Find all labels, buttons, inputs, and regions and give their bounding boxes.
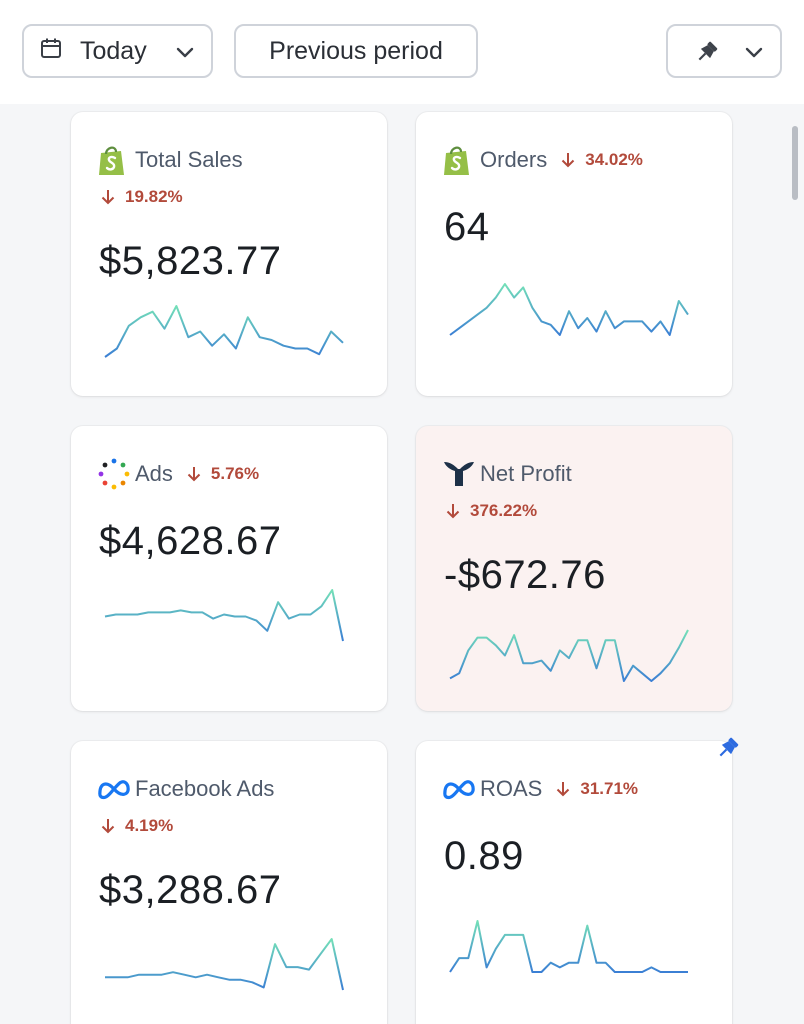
arrow-down-icon <box>557 782 570 797</box>
change-badge: 34.02% <box>561 150 643 170</box>
calendar-icon <box>40 37 62 66</box>
change-badge: 19.82% <box>101 187 183 207</box>
change-badge: 5.76% <box>187 464 259 484</box>
card-title-label: ROAS <box>480 776 543 801</box>
card-title-label: Net Profit <box>480 461 572 486</box>
sparkline-series <box>449 629 689 682</box>
metric-value: $4,628.67 <box>99 519 282 563</box>
sparkline <box>449 629 689 682</box>
card-title: ROAS 31.71% <box>442 772 638 806</box>
metric-card-orders[interactable]: Orders 34.02% 64 <box>416 112 732 396</box>
arrow-down-icon <box>446 504 460 519</box>
scrollbar-thumb[interactable] <box>792 126 798 200</box>
shopify-icon <box>442 143 476 177</box>
pinned-icon[interactable] <box>715 735 741 766</box>
sparkline-series <box>104 589 344 642</box>
change-value: 31.71% <box>580 779 639 798</box>
metric-card-roas[interactable]: ROAS 31.71% 0.89 <box>416 741 732 1024</box>
comparison-label: Previous period <box>269 36 443 65</box>
sparkline <box>105 938 344 991</box>
change-value: 4.19% <box>125 816 174 835</box>
sparkline <box>104 305 344 358</box>
sparkline-series <box>105 938 344 991</box>
sparkline <box>104 589 344 642</box>
change-value: 34.02% <box>585 150 643 169</box>
arrow-down-icon <box>101 819 115 834</box>
date-range-label: Today <box>80 36 147 65</box>
metric-value: 64 <box>444 205 490 249</box>
change-badge: 31.71% <box>556 779 638 799</box>
card-title-label: Orders <box>480 147 548 172</box>
card-title: Net Profit <box>442 457 572 491</box>
change-value: 376.22% <box>470 501 538 520</box>
shopify-icon <box>97 143 131 177</box>
metric-card-net-profit[interactable]: Net Profit 376.22% -$672.76 <box>416 426 732 711</box>
card-title-label: Total Sales <box>135 147 243 172</box>
toolbar: Today Previous period <box>0 0 804 104</box>
chevron-down-icon <box>744 41 764 70</box>
pin-filter-button[interactable] <box>666 24 782 78</box>
pin-icon <box>694 39 720 72</box>
chevron-down-icon <box>175 41 195 70</box>
card-title: Facebook Ads <box>97 772 274 806</box>
metric-value: 0.89 <box>444 834 524 878</box>
google-ads-icon <box>97 457 131 491</box>
arrow-down-icon <box>101 190 115 205</box>
meta-icon <box>97 772 131 806</box>
date-range-button[interactable]: Today <box>22 24 213 78</box>
card-title: Total Sales <box>97 143 243 177</box>
card-title-label: Facebook Ads <box>135 776 275 801</box>
change-value: 19.82% <box>125 187 183 206</box>
metric-value: $5,823.77 <box>99 239 282 283</box>
card-title: Ads 5.76% <box>97 457 259 491</box>
metric-value: $3,288.67 <box>99 868 282 912</box>
triple-whale-icon <box>442 457 476 491</box>
change-badge: 4.19% <box>101 816 173 836</box>
meta-icon <box>442 772 476 806</box>
metric-card-facebook-ads[interactable]: Facebook Ads 4.19% $3,288.67 <box>71 741 387 1024</box>
card-title-label: Ads <box>135 461 173 486</box>
comparison-button[interactable]: Previous period <box>234 24 478 78</box>
change-value: 5.76% <box>210 464 260 483</box>
arrow-down-icon <box>187 467 201 482</box>
metric-value: -$672.76 <box>444 553 606 597</box>
sparkline <box>449 920 688 973</box>
metric-card-ads[interactable]: Ads 5.76% $4,628.67 <box>71 426 387 711</box>
sparkline-series <box>449 283 689 336</box>
sparkline <box>449 283 689 336</box>
card-title: Orders 34.02% <box>442 143 643 177</box>
sparkline-series <box>104 305 344 358</box>
arrow-down-icon <box>562 153 575 168</box>
sparkline-series <box>449 920 688 973</box>
change-badge: 376.22% <box>446 501 537 521</box>
metric-card-total-sales[interactable]: Total Sales 19.82% $5,823.77 <box>71 112 387 396</box>
